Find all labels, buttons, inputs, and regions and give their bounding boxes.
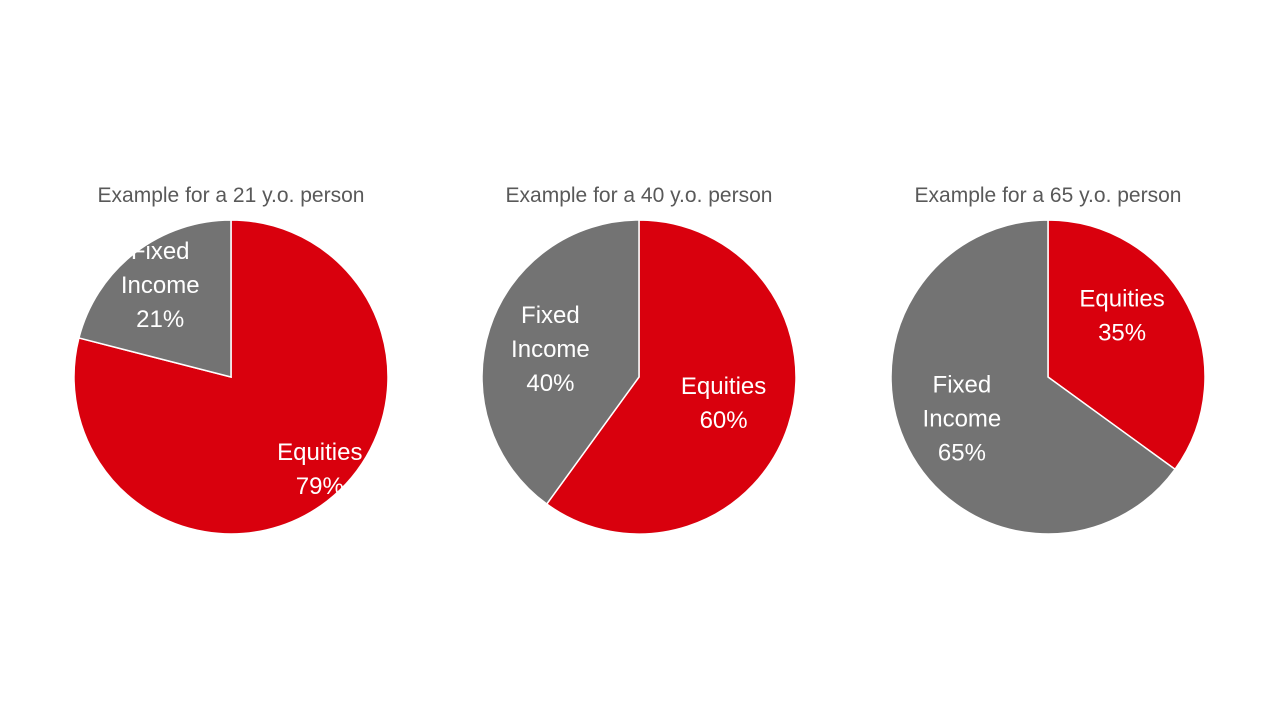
pie-chart-title: Example for a 21 y.o. person [98,184,365,207]
pie-slice-label-equities: Equities 79% [277,439,362,500]
pie-slice-label-line: Fixed [933,371,992,398]
pie-slice-label-line: Fixed [521,302,580,329]
pie-slice-equities [1047,219,1206,471]
pie-slice-label-line: Income [121,272,200,299]
pie-chart-1: Example for a 21 y.o. person Equities 79% F… [73,184,389,535]
pie-chart-title: Example for a 65 y.o. person [915,184,1182,207]
pie-slice-equities [545,219,797,535]
pie-slice-label-line: 21% [136,306,184,333]
pie-slice-fixed-income [78,219,232,378]
pie-slice-label-line: Fixed [131,238,190,265]
pie-slice-label-line: 79% [296,473,344,500]
pie-chart-3: Example for a 65 y.o. person Equities 35% F… [890,184,1206,535]
pie-chart-2: Example for a 40 y.o. person Equities 60% F… [481,184,797,535]
pie-charts-group: Example for a 21 y.o. person Equities 79% F… [73,184,1206,535]
pie-slice-label-line: Income [511,336,590,363]
pie-slice-label-line: Equities [681,373,766,400]
pie-slice-equities [73,219,389,535]
pie-slice-label-fixed-income: Fixed Income 65% [923,371,1002,466]
pie-slice-label-equities: Equities 35% [1079,286,1164,347]
pie-slice-label-line: Equities [1079,286,1164,313]
pie-slice-label-fixed-income: Fixed Income 40% [511,302,590,397]
pie-slice-label-line: 35% [1098,320,1146,347]
pie-slice-label-fixed-income: Fixed Income 21% [121,238,200,333]
pie-slice-label-line: Equities [277,439,362,466]
pie-slice-label-equities: Equities 60% [681,373,766,434]
pie-slice-fixed-income [481,219,640,506]
pie-slice-label-line: Income [923,405,1002,432]
pie-chart-title: Example for a 40 y.o. person [506,184,773,207]
pie-slice-fixed-income [890,219,1177,535]
pie-slice-label-line: 60% [700,407,748,434]
pie-slice-label-line: 65% [938,439,986,466]
pie-slice-label-line: 40% [526,370,574,397]
